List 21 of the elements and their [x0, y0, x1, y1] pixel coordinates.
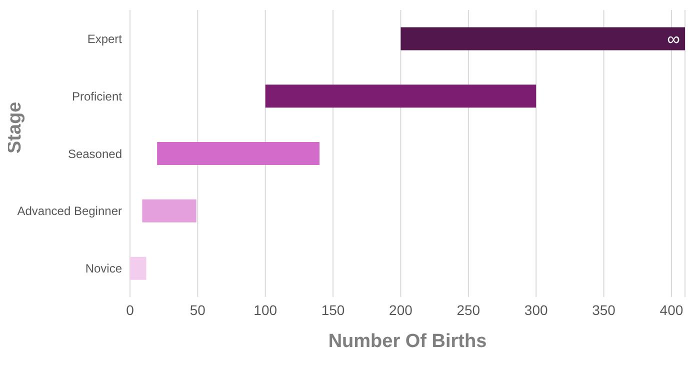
bar — [142, 199, 196, 222]
x-tick-label: 50 — [190, 302, 206, 318]
x-tick-label: 400 — [660, 302, 684, 318]
bar — [157, 142, 320, 166]
bar — [130, 256, 146, 280]
x-tick-label: 100 — [254, 302, 278, 318]
x-tick-label: 0 — [126, 302, 134, 318]
bar — [400, 27, 685, 50]
y-tick-label: Proficient — [72, 89, 123, 104]
x-axis-title: Number Of Births — [328, 331, 487, 352]
x-tick-label: 350 — [592, 302, 616, 318]
y-tick-label: Advanced Beginner — [17, 204, 122, 218]
data-label: ∞ — [667, 29, 680, 50]
x-tick-label: 150 — [321, 302, 345, 318]
x-tick-label: 200 — [389, 302, 413, 318]
y-tick-label: Expert — [87, 32, 123, 46]
y-tick-label: Novice — [85, 262, 122, 276]
bar — [265, 84, 536, 108]
y-tick-label: Seasoned — [68, 146, 122, 161]
x-tick-label: 300 — [524, 302, 548, 318]
x-tick-label: 250 — [456, 302, 480, 318]
